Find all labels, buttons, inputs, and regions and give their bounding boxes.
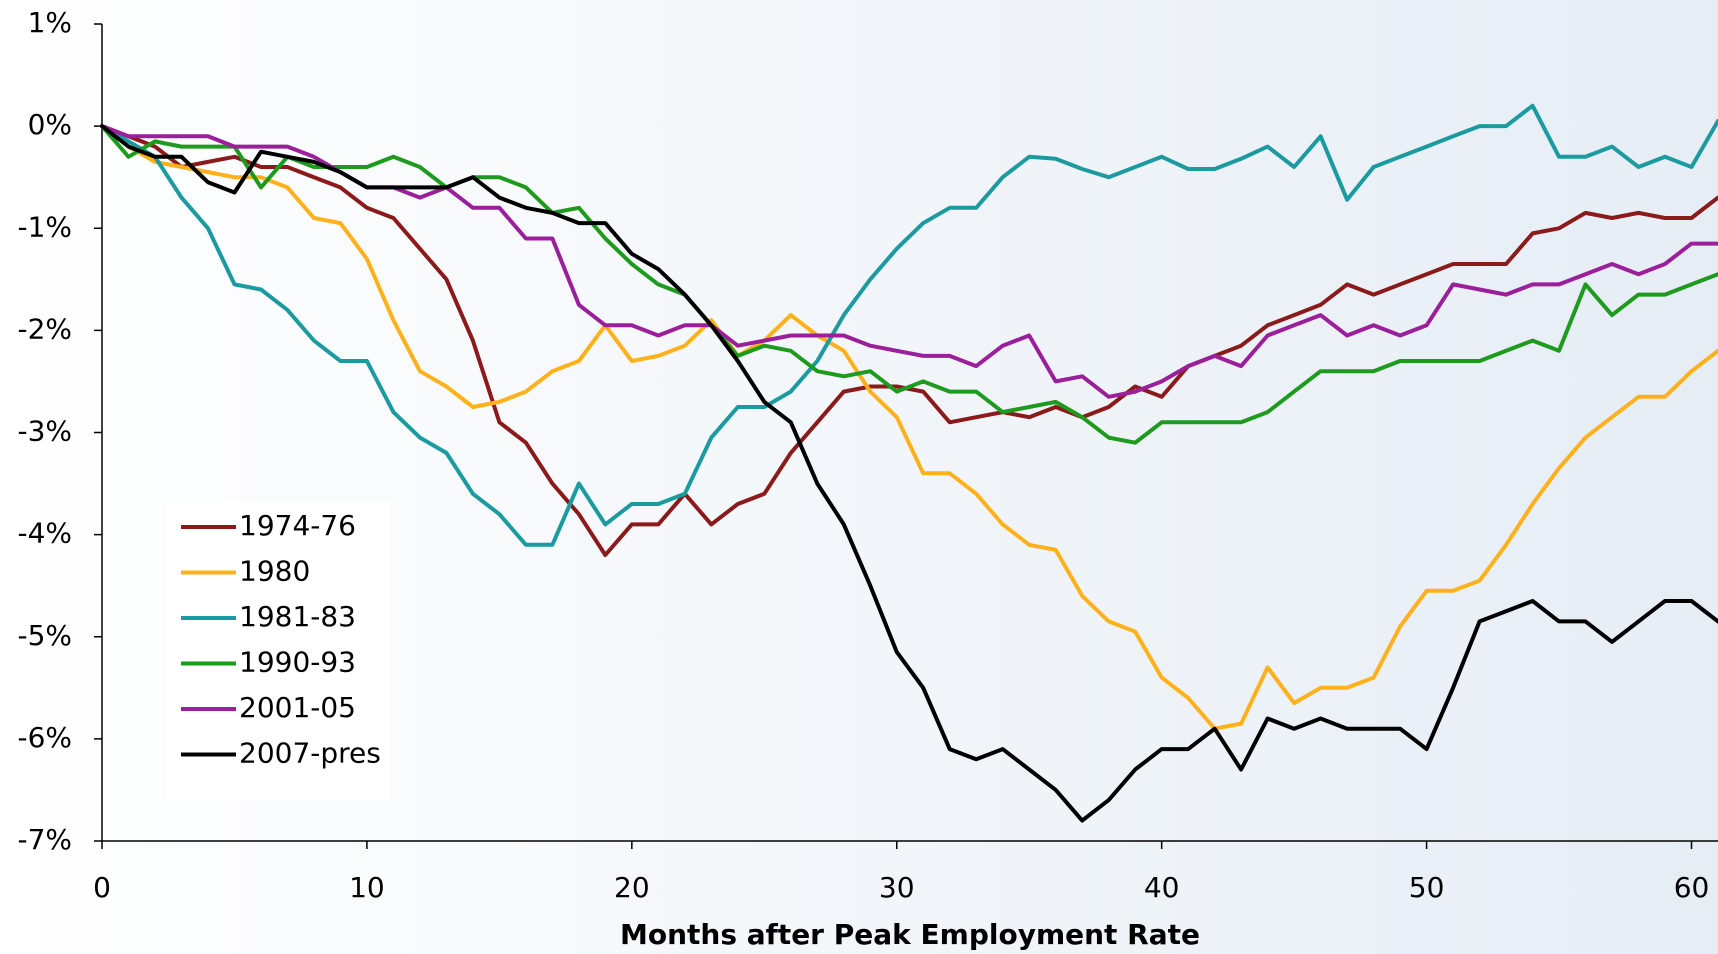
legend-label: 1980	[239, 555, 310, 588]
y-tick-label: -5%	[17, 619, 72, 652]
x-tick-label: 30	[879, 871, 915, 904]
series-line	[100, 124, 1718, 731]
legend-label: 2001-05	[239, 691, 356, 724]
y-tick-label: -4%	[17, 517, 72, 550]
x-tick-label: 0	[93, 871, 111, 904]
x-axis-title: Months after Peak Employment Rate	[620, 918, 1200, 951]
x-tick-label: 10	[349, 871, 385, 904]
y-tick-label: -7%	[17, 823, 72, 856]
legend-box	[166, 502, 390, 800]
series-line	[100, 103, 1718, 547]
y-tick-label: -6%	[17, 721, 72, 754]
legend-label: 1981-83	[239, 600, 356, 633]
series-line	[100, 124, 1718, 445]
legend-label: 1974-76	[239, 509, 356, 542]
y-tick-label: -3%	[17, 415, 72, 448]
x-tick-label: 50	[1409, 871, 1445, 904]
series-line	[100, 124, 1718, 823]
x-tick-label: 40	[1144, 871, 1180, 904]
x-tick-label: 60	[1674, 871, 1710, 904]
legend-label: 2007-pres	[239, 737, 381, 770]
legend-label: 1990-93	[239, 646, 356, 679]
y-tick-label: -1%	[17, 210, 72, 243]
x-tick-label: 20	[614, 871, 650, 904]
y-tick-label: 1%	[28, 6, 72, 39]
y-tick-label: 0%	[28, 108, 72, 141]
series-line	[100, 124, 1718, 557]
y-tick-label: -2%	[17, 312, 72, 345]
